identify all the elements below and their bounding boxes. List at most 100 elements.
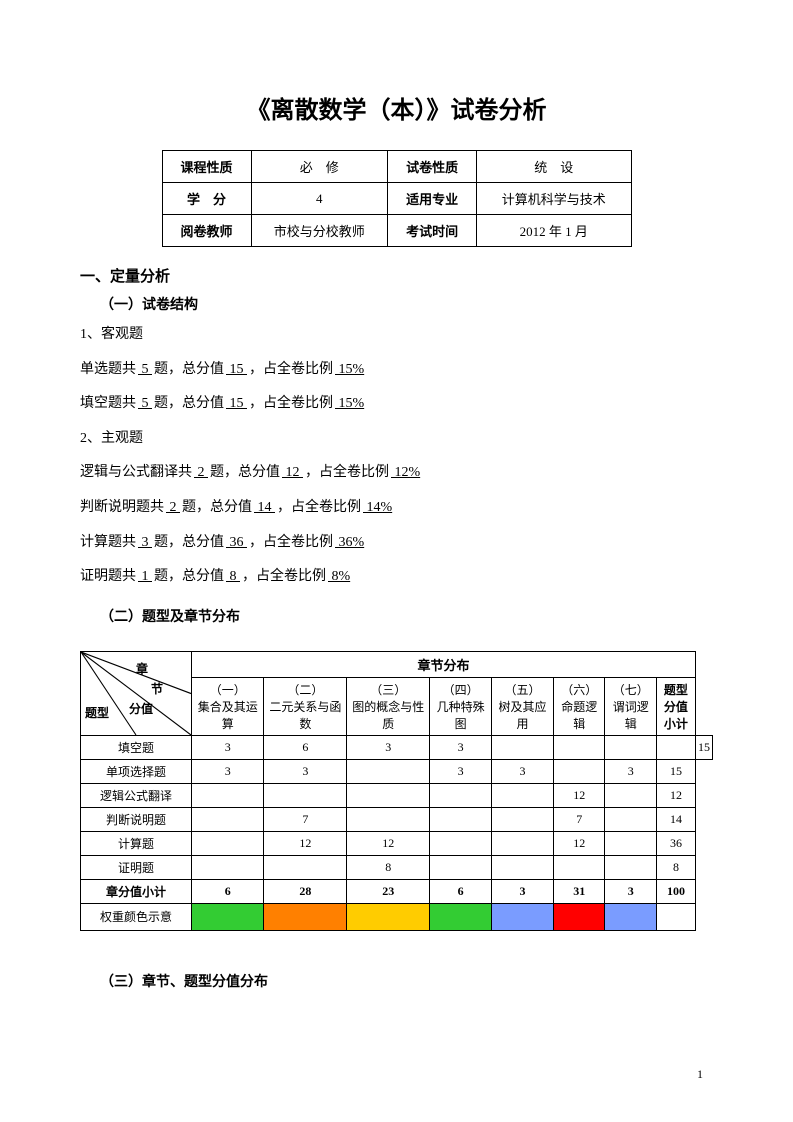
diag-label: 题型 bbox=[85, 704, 109, 721]
data-cell: 3 bbox=[430, 735, 492, 759]
underline-value: 15 bbox=[224, 362, 249, 377]
text-line: 计算题共 3 题，总分值 36 ，占全卷比例 36% bbox=[80, 530, 713, 557]
data-cell: 7 bbox=[554, 807, 605, 831]
underline-value: 14 bbox=[252, 500, 277, 515]
row-label: 填空题 bbox=[81, 735, 192, 759]
data-cell bbox=[192, 783, 264, 807]
data-cell bbox=[492, 831, 554, 855]
row-label: 逻辑公式翻译 bbox=[81, 783, 192, 807]
underline-value: 36% bbox=[333, 535, 366, 550]
color-swatch bbox=[554, 903, 605, 930]
data-cell: 6 bbox=[264, 735, 347, 759]
page-number: 1 bbox=[697, 1067, 703, 1082]
text: 题，总分值 bbox=[182, 500, 252, 515]
subtotal-cell: 3 bbox=[605, 879, 656, 903]
text-line: 1、客观题 bbox=[80, 322, 713, 349]
data-cell bbox=[492, 735, 554, 759]
underline-value: 1 bbox=[136, 569, 154, 584]
data-cell bbox=[264, 783, 347, 807]
color-swatch bbox=[492, 903, 554, 930]
blank-cell bbox=[656, 903, 695, 930]
underline-value: 36 bbox=[224, 535, 249, 550]
data-cell: 3 bbox=[347, 735, 430, 759]
underline-value: 14% bbox=[361, 500, 394, 515]
text-line: 单选题共 5 题，总分值 15 ，占全卷比例 15% bbox=[80, 357, 713, 384]
distribution-table: 章 节 分值 题型 章节分布 （一）集合及其运算（二）二元关系与函数（三）图的概… bbox=[80, 651, 713, 931]
chapter-header: （二）二元关系与函数 bbox=[264, 677, 347, 735]
data-cell bbox=[430, 855, 492, 879]
data-cell bbox=[554, 855, 605, 879]
data-cell: 12 bbox=[264, 831, 347, 855]
text-line: 证明题共 1 题，总分值 8 ，占全卷比例 8% bbox=[80, 564, 713, 591]
subtotal-col-header: 题型分值小计 bbox=[656, 677, 695, 735]
data-cell bbox=[347, 807, 430, 831]
chapter-header: （一）集合及其运算 bbox=[192, 677, 264, 735]
row-subtotal: 15 bbox=[656, 759, 695, 783]
data-cell bbox=[264, 855, 347, 879]
text: 逻辑与公式翻译共 bbox=[80, 465, 192, 480]
subtotal-label: 章分值小计 bbox=[81, 879, 192, 903]
text: ，占全卷比例 bbox=[249, 535, 333, 550]
page: 《离散数学（本）》试卷分析 课程性质 必 修 试卷性质 统 设 学 分 4 适用… bbox=[0, 0, 793, 1122]
underline-value: 15% bbox=[333, 362, 366, 377]
data-cell: 3 bbox=[264, 759, 347, 783]
text: 题，总分值 bbox=[210, 465, 280, 480]
row-subtotal: 12 bbox=[656, 783, 695, 807]
row-label: 判断说明题 bbox=[81, 807, 192, 831]
diag-label: 分值 bbox=[129, 700, 153, 717]
data-cell bbox=[605, 807, 656, 831]
subtotal-cell: 28 bbox=[264, 879, 347, 903]
color-swatch bbox=[347, 903, 430, 930]
info-cell: 阅卷教师 bbox=[162, 215, 251, 247]
underline-value: 12% bbox=[389, 465, 422, 480]
data-cell: 12 bbox=[554, 783, 605, 807]
diag-label: 章 bbox=[136, 660, 148, 677]
data-cell: 3 bbox=[605, 759, 656, 783]
chapter-header: （六）命题逻辑 bbox=[554, 677, 605, 735]
info-cell: 适用专业 bbox=[388, 183, 477, 215]
text: 判断说明题共 bbox=[80, 500, 164, 515]
subtotal-cell: 31 bbox=[554, 879, 605, 903]
data-cell bbox=[605, 831, 656, 855]
underline-value: 15% bbox=[333, 396, 366, 411]
text: ，占全卷比例 bbox=[277, 500, 361, 515]
info-cell: 市校与分校教师 bbox=[251, 215, 388, 247]
row-subtotal: 36 bbox=[656, 831, 695, 855]
info-cell: 2012 年 1 月 bbox=[477, 215, 631, 247]
underline-value: 8% bbox=[326, 569, 352, 584]
data-cell bbox=[192, 831, 264, 855]
text: 计算题共 bbox=[80, 535, 136, 550]
row-subtotal: 14 bbox=[656, 807, 695, 831]
data-cell: 8 bbox=[347, 855, 430, 879]
info-cell: 必 修 bbox=[251, 151, 388, 183]
data-cell bbox=[605, 735, 656, 759]
data-cell bbox=[430, 831, 492, 855]
data-cell bbox=[554, 759, 605, 783]
text: 题，总分值 bbox=[154, 396, 224, 411]
diagonal-header: 章 节 分值 题型 bbox=[81, 651, 192, 735]
subsection-heading: （一）试卷结构 bbox=[100, 294, 713, 314]
subtotal-cell: 3 bbox=[492, 879, 554, 903]
data-cell bbox=[492, 807, 554, 831]
grand-total: 100 bbox=[656, 879, 695, 903]
color-swatch bbox=[430, 903, 492, 930]
color-swatch bbox=[605, 903, 656, 930]
diag-label: 节 bbox=[151, 680, 163, 697]
text: 填空题共 bbox=[80, 396, 136, 411]
data-cell bbox=[492, 855, 554, 879]
data-cell bbox=[347, 783, 430, 807]
data-cell bbox=[492, 783, 554, 807]
data-cell bbox=[554, 735, 605, 759]
underline-value: 12 bbox=[280, 465, 305, 480]
data-cell bbox=[192, 855, 264, 879]
section-heading: 一、定量分析 bbox=[80, 265, 713, 286]
row-subtotal: 8 bbox=[656, 855, 695, 879]
subsection-heading: （二）题型及章节分布 bbox=[100, 606, 713, 626]
text-line: 2、主观题 bbox=[80, 426, 713, 453]
chapter-header: （四）几种特殊图 bbox=[430, 677, 492, 735]
text-line: 判断说明题共 2 题，总分值 14 ，占全卷比例 14% bbox=[80, 495, 713, 522]
color-swatch bbox=[192, 903, 264, 930]
row-label: 单项选择题 bbox=[81, 759, 192, 783]
info-cell: 考试时间 bbox=[388, 215, 477, 247]
row-subtotal: 15 bbox=[695, 735, 712, 759]
